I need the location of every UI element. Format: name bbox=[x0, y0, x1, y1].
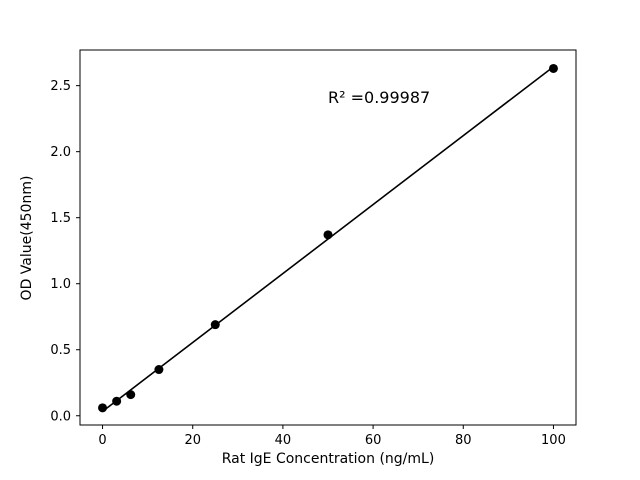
x-tick-label: 40 bbox=[275, 433, 292, 448]
data-point bbox=[112, 396, 122, 406]
data-point bbox=[323, 230, 333, 240]
x-axis-label: Rat IgE Concentration (ng/mL) bbox=[221, 451, 435, 467]
x-tick-label: 60 bbox=[365, 433, 382, 448]
x-tick-label: 0 bbox=[98, 433, 106, 448]
y-tick-label: 0.5 bbox=[50, 343, 71, 358]
y-tick-label: 0.0 bbox=[50, 409, 71, 424]
data-point bbox=[548, 63, 558, 73]
y-tick-label: 1.5 bbox=[50, 211, 71, 226]
data-point bbox=[210, 320, 220, 330]
y-tick-label: 1.0 bbox=[50, 277, 71, 292]
x-tick-label: 20 bbox=[184, 433, 201, 448]
r-squared-annotation: R² =0.99987 bbox=[328, 88, 431, 107]
x-tick-label: 80 bbox=[455, 433, 472, 448]
data-point bbox=[98, 403, 108, 413]
x-tick-label: 100 bbox=[541, 433, 566, 448]
data-point bbox=[154, 365, 164, 375]
y-tick-label: 2.0 bbox=[50, 145, 71, 160]
y-axis-label: OD Value(450nm) bbox=[19, 175, 35, 301]
y-tick-label: 2.5 bbox=[50, 79, 71, 94]
data-point bbox=[126, 390, 136, 400]
